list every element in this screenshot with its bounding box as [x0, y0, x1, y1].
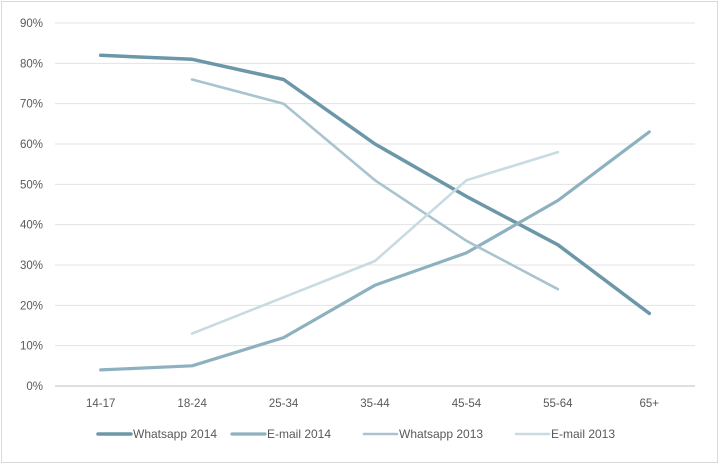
- y-tick-label: 20%: [20, 300, 43, 312]
- legend-label: Whatsapp 2013: [399, 427, 483, 441]
- line-chart: 0% 10% 20% 30% 40% 50% 60% 70% 80% 90% 14-17 18-24 2…: [20, 18, 695, 441]
- series-line-e-mail-2013: [190, 150, 560, 335]
- x-tick-label: 65+: [640, 398, 660, 410]
- y-tick-label: 80%: [20, 58, 43, 70]
- gridlines: [55, 22, 695, 387]
- y-tick-label: 10%: [20, 341, 43, 353]
- legend-item: E-mail 2014: [230, 427, 331, 441]
- x-tick-label: 18-24: [177, 398, 207, 410]
- x-tick-label: 45-54: [452, 398, 482, 410]
- y-tick-label: 90%: [20, 18, 43, 30]
- y-tick-label: 30%: [20, 260, 43, 272]
- legend: Whatsapp 2014 E-mail 2014 Whatsapp 2013 E-m…: [96, 427, 615, 441]
- legend-label: Whatsapp 2014: [133, 427, 217, 441]
- series-lines: [98, 53, 652, 372]
- legend-item: E-mail 2013: [514, 427, 615, 441]
- legend-label: E-mail 2013: [551, 427, 615, 441]
- chart-frame: 0% 10% 20% 30% 40% 50% 60% 70% 80% 90% 14-17 18-24 2…: [1, 1, 718, 463]
- series-line-whatsapp-2013: [190, 78, 560, 291]
- x-tick-label: 35-44: [360, 398, 390, 410]
- x-tick-label: 14-17: [86, 398, 115, 410]
- legend-label: E-mail 2014: [267, 427, 331, 441]
- series-line-whatsapp-2014: [98, 53, 652, 316]
- x-tick-label: 25-34: [269, 398, 299, 410]
- y-tick-label: 0%: [26, 381, 43, 393]
- y-tick-label: 50%: [20, 179, 43, 191]
- x-tick-label: 55-64: [543, 398, 573, 410]
- legend-item: Whatsapp 2014: [96, 427, 217, 441]
- legend-item: Whatsapp 2013: [362, 427, 483, 441]
- axes: 0% 10% 20% 30% 40% 50% 60% 70% 80% 90% 14-17 18-24 2…: [20, 18, 659, 410]
- y-tick-label: 60%: [20, 139, 43, 151]
- y-tick-label: 70%: [20, 99, 43, 111]
- series-line-e-mail-2014: [99, 130, 651, 372]
- y-tick-label: 40%: [20, 220, 43, 232]
